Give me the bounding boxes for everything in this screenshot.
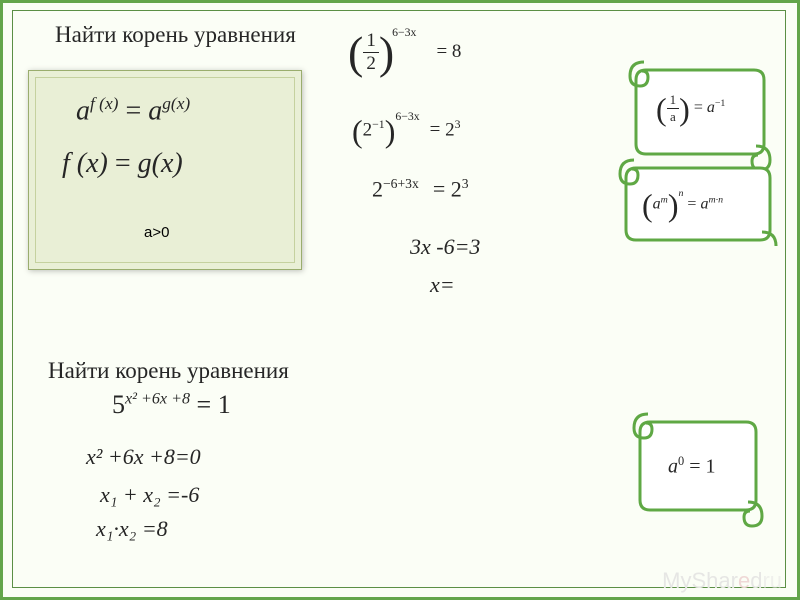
eq-x-equals: х= (430, 272, 455, 298)
hint-a0-eq-1: a0 = 1 (668, 454, 715, 479)
hint-scroll-bottom: a0 = 1 (622, 398, 772, 548)
eq-quadratic: х² +6х +8=0 (86, 444, 201, 470)
eq-linear: 3х -6=3 (410, 234, 480, 260)
eq-half-power: (12)6−3x= 8 (348, 30, 461, 75)
method-inset: af (x) = ag(x) f (x) = g(x) a>0 (28, 70, 302, 270)
watermark: MySharedru (662, 568, 782, 594)
eq-vieta-prod: х₁·х₂ =8 (96, 516, 168, 542)
hint-power-power: (am)n = am·n (642, 192, 723, 218)
formula-fx-eq-gx: f (x) = g(x) (62, 148, 183, 180)
constraint-a-gt-0: a>0 (144, 224, 169, 241)
hint-reciprocal: (1a) = a−1 (656, 92, 725, 125)
eq-5-power: 5x² +6x +8 = 1 (112, 390, 231, 420)
eq-vieta-sum: х₁ + х₂ =-6 (100, 482, 199, 508)
eq-2-exp: 2−6+3x= 23 (372, 176, 469, 202)
hint-scroll-top: (1a) = a−1 (am)n = am·n (614, 48, 784, 252)
formula-a-fx-eq-a-gx: af (x) = ag(x) (76, 94, 190, 127)
method-inset-inner: af (x) = ag(x) f (x) = g(x) a>0 (35, 77, 295, 263)
title-1: Найти корень уравнения (55, 22, 296, 48)
eq-2neg1-power: (2−1)6−3x= 23 (352, 118, 461, 144)
title-2: Найти корень уравнения (48, 358, 289, 384)
